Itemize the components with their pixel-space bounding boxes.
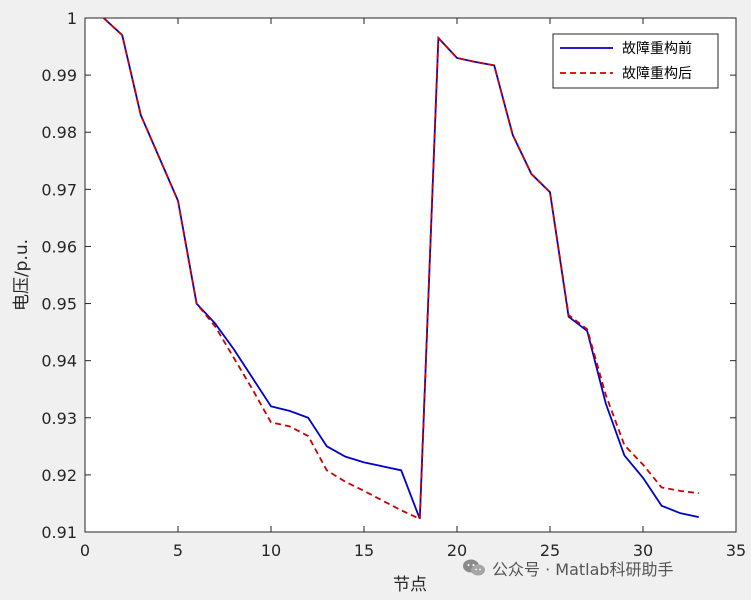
legend-box (552, 33, 719, 89)
x-tick-label: 30 (633, 541, 653, 560)
x-tick-label: 20 (447, 541, 467, 560)
y-tick-label: 0.99 (41, 66, 77, 85)
x-tick-label: 5 (173, 541, 183, 560)
x-tick-label: 25 (540, 541, 560, 560)
plot-area (85, 18, 736, 532)
series-line-after (102, 17, 699, 521)
y-tick-label: 0.92 (41, 466, 77, 485)
axes-box (84, 17, 737, 533)
y-tick-label: 1 (67, 9, 77, 28)
x-tick-label: 0 (80, 541, 90, 560)
y-tick-label: 0.93 (41, 409, 77, 428)
x-tick-label: 35 (726, 541, 746, 560)
y-axis-ticks: 0.91 0.92 0.93 0.94 0.95 0.96 0.97 0.98 0.99 1 (41, 9, 736, 542)
x-axis-label: 节点 (393, 575, 427, 595)
y-tick-label: 0.97 (41, 180, 77, 199)
legend: 故障重构前 故障重构后 (552, 33, 719, 89)
watermark-text: 公众号 · Matlab科研助手 (492, 560, 674, 579)
y-tick-label: 0.95 (41, 295, 77, 314)
y-tick-label: 0.96 (41, 237, 77, 256)
y-axis-label: 电压/p.u. (12, 239, 32, 311)
y-tick-label: 0.91 (41, 523, 77, 542)
series-layer (102, 17, 699, 521)
y-tick-label: 0.98 (41, 123, 77, 142)
wechat-icon (463, 559, 485, 576)
watermark: 公众号 · Matlab科研助手 (462, 556, 674, 580)
x-axis-ticks: 0 5 10 15 20 25 30 35 (80, 18, 746, 560)
x-tick-label: 15 (354, 541, 374, 560)
legend-label-before: 故障重构前 (622, 40, 692, 57)
legend-label-after: 故障重构后 (622, 66, 692, 82)
y-tick-label: 0.94 (41, 352, 77, 371)
x-tick-label: 10 (261, 541, 281, 560)
